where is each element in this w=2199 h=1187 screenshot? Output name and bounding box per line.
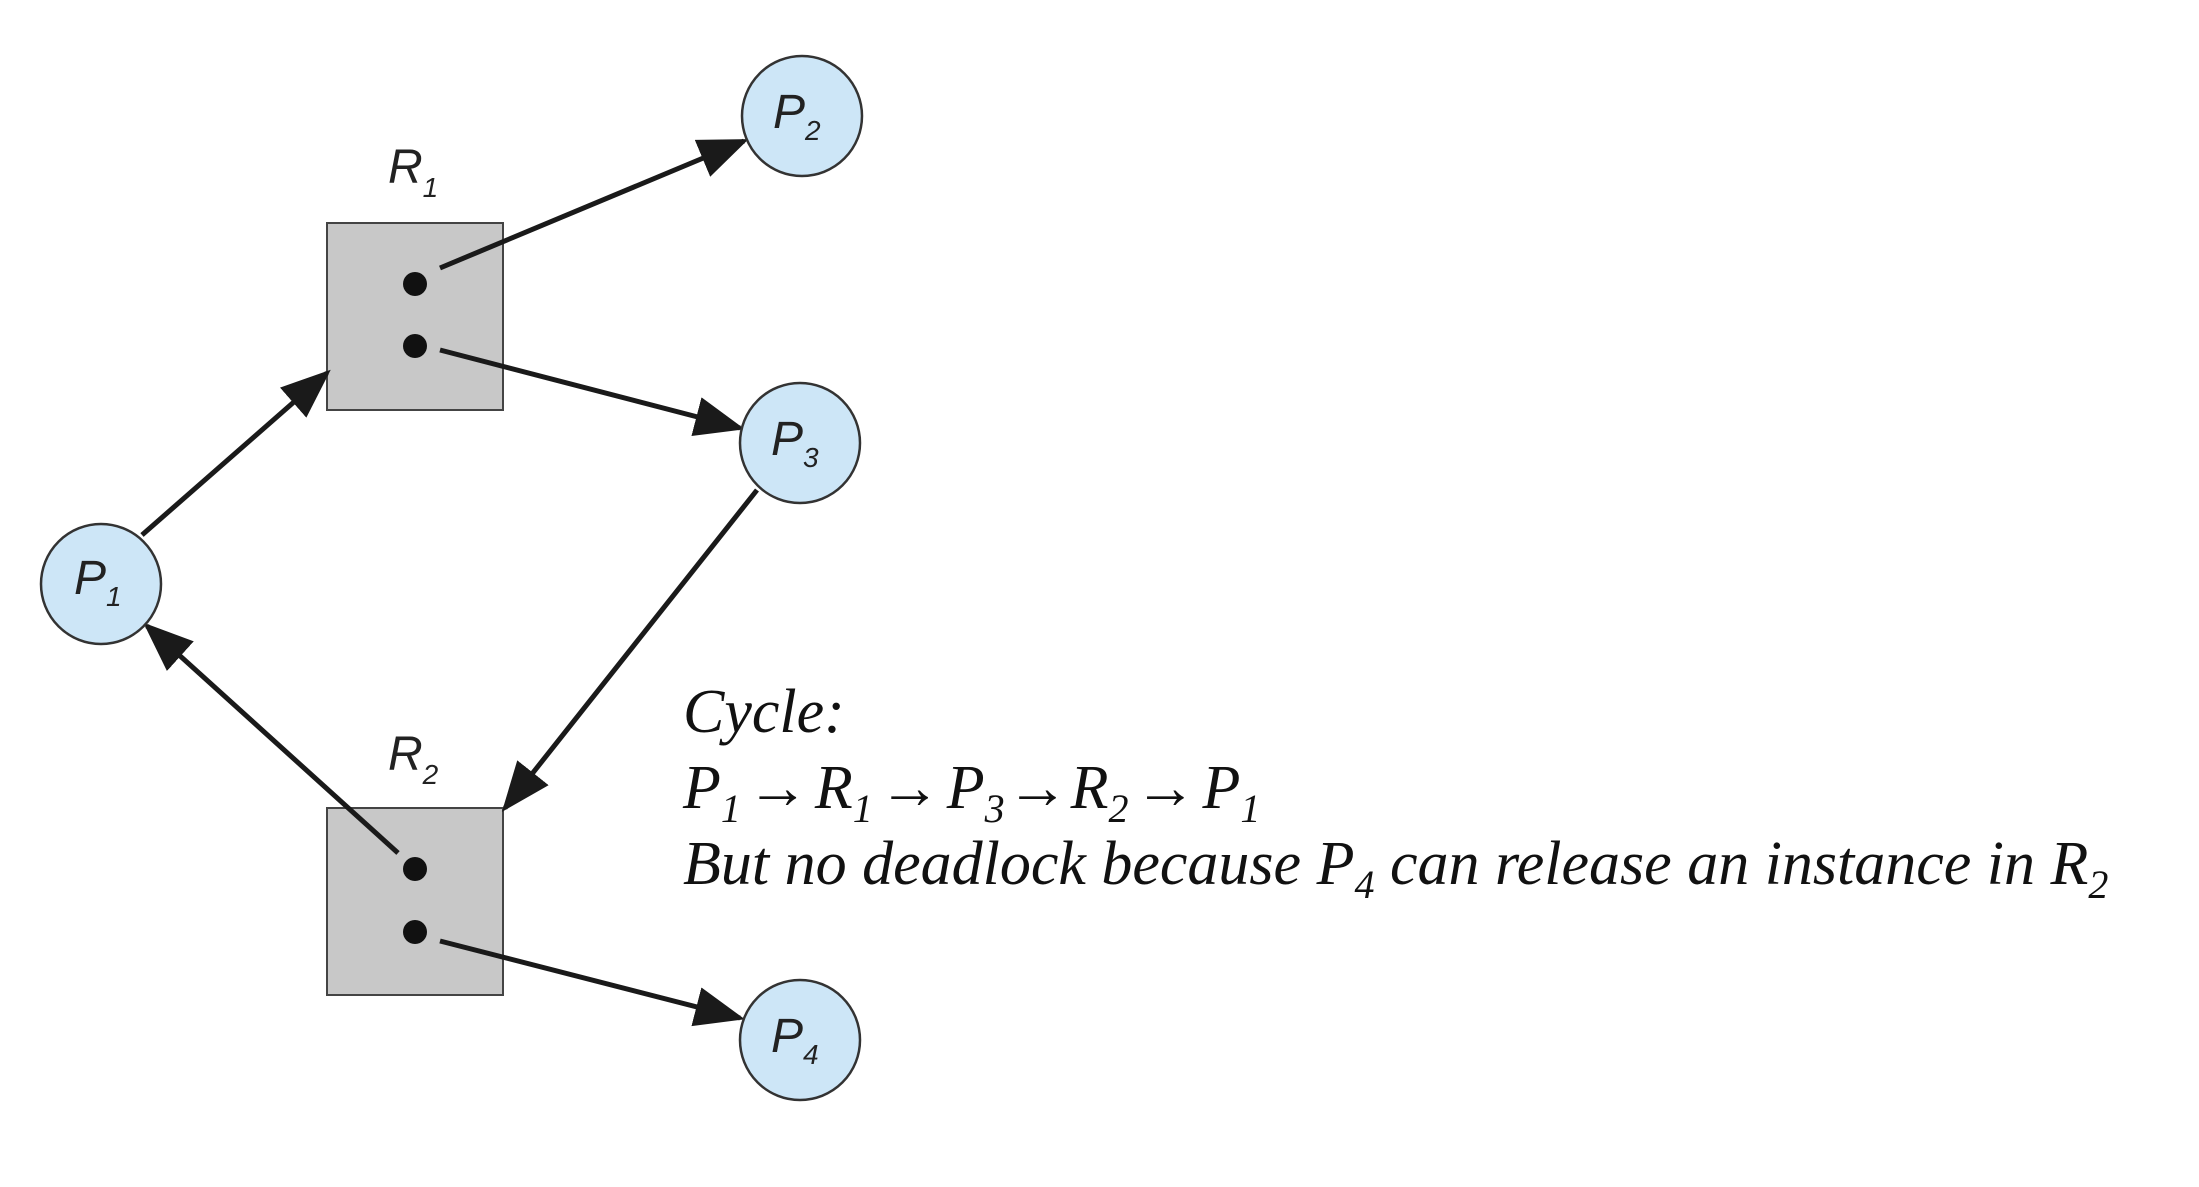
process-p3-label: P3 bbox=[771, 413, 819, 473]
note-resource-sub: 2 bbox=[2088, 862, 2109, 907]
process-p1-label: P1 bbox=[74, 552, 122, 612]
note-process-sub: 4 bbox=[1354, 862, 1375, 907]
cycle-node: P bbox=[683, 754, 721, 822]
cycle-arrow: → bbox=[1134, 754, 1197, 822]
process-p2-circle bbox=[740, 54, 864, 178]
process-p4: P4 bbox=[738, 978, 862, 1102]
cycle-heading: Cycle: bbox=[683, 678, 845, 746]
edge-p1-to-r1 bbox=[140, 369, 331, 537]
cycle-annotation: Cycle: P1→R1→P3→R2→P1 But no deadlock be… bbox=[683, 674, 2108, 905]
resource-r1: R1 bbox=[326, 141, 504, 411]
process-p3: P3 bbox=[738, 381, 862, 505]
cycle-node-sub: 1 bbox=[1240, 786, 1261, 831]
resource-r2-box bbox=[326, 807, 504, 996]
resource-r2-label: R2 bbox=[388, 728, 439, 790]
edge-r1-to-p2 bbox=[439, 138, 749, 271]
process-p4-label: P4 bbox=[771, 1010, 819, 1070]
no-deadlock-note: But no deadlock because P4 can release a… bbox=[683, 826, 2108, 905]
note-resource: R bbox=[2050, 830, 2089, 898]
process-p4-circle bbox=[738, 978, 862, 1102]
resource-r1-instance-1 bbox=[403, 272, 427, 296]
edge-r2-to-p4 bbox=[439, 938, 745, 1027]
cycle-arrow: → bbox=[746, 754, 809, 822]
resource-r2-instance-1 bbox=[403, 857, 427, 881]
cycle-node: P bbox=[1202, 754, 1241, 822]
cycle-arrow: → bbox=[1006, 754, 1069, 822]
resource-r2: R2 bbox=[326, 728, 504, 996]
cycle-node-sub: 1 bbox=[852, 786, 873, 831]
process-p1-circle bbox=[39, 522, 163, 646]
note-middle: can release an instance in bbox=[1374, 830, 2051, 898]
cycle-path: P1→R1→P3→R2→P1 bbox=[683, 750, 2108, 829]
process-p2: P2 bbox=[740, 54, 864, 178]
process-p3-circle bbox=[738, 381, 862, 505]
cycle-node-sub: 3 bbox=[984, 786, 1005, 831]
cycle-node: R bbox=[1070, 754, 1109, 822]
note-text: But no deadlock because bbox=[683, 830, 1317, 898]
process-p2-label: P2 bbox=[773, 86, 821, 146]
note-process: P bbox=[1316, 830, 1355, 898]
resource-r1-label: R1 bbox=[388, 141, 438, 203]
process-p1: P1 bbox=[39, 522, 163, 646]
cycle-node-sub: 1 bbox=[720, 786, 741, 831]
cycle-arrow: → bbox=[878, 754, 941, 822]
edge-r1-to-p3 bbox=[439, 347, 745, 437]
resource-r1-instance-2 bbox=[403, 334, 427, 358]
edge-p3-to-r2 bbox=[501, 488, 759, 812]
cycle-node: R bbox=[814, 754, 853, 822]
edge-r2-to-p1 bbox=[143, 622, 400, 855]
resource-r2-instance-2 bbox=[403, 920, 427, 944]
edges bbox=[140, 138, 759, 1027]
cycle-node-sub: 2 bbox=[1108, 786, 1129, 831]
cycle-node: P bbox=[946, 754, 985, 822]
